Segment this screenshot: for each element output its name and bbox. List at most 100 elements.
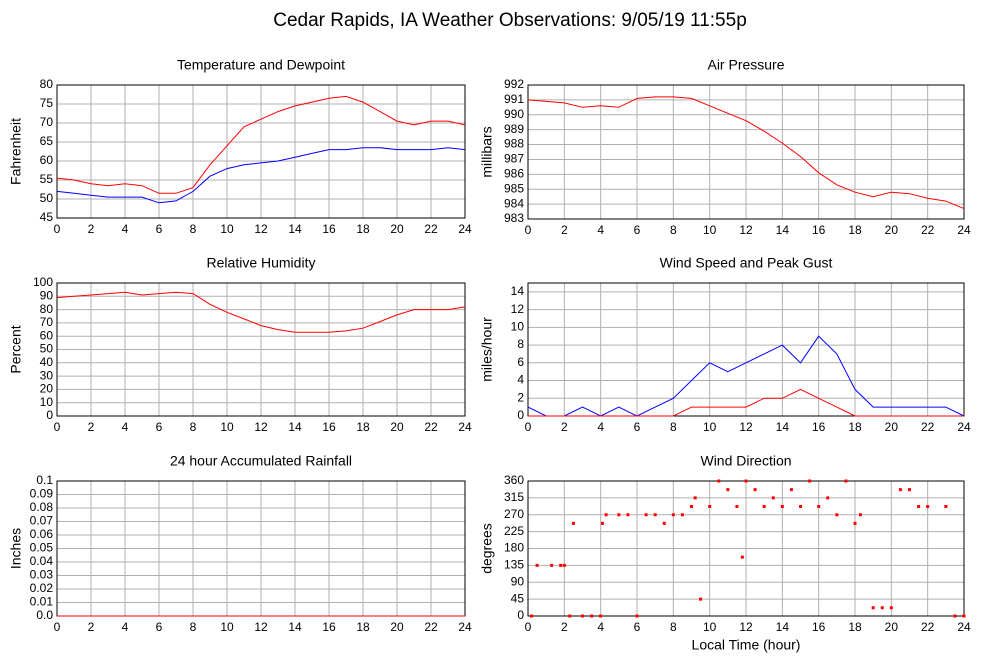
y-tick-label: 360 [504,473,524,487]
y-tick-label: 0.05 [30,541,54,555]
x-tick-label: 6 [156,620,163,634]
data-point [744,479,748,483]
x-tick-label: 16 [322,222,336,236]
x-tick-label: 12 [739,223,753,237]
y-tick-label: 0.02 [30,581,54,595]
x-tick-label: 16 [322,420,336,434]
x-tick-label: 0 [525,223,532,237]
x-tick-label: 2 [88,420,95,434]
x-tick-label: 8 [190,620,197,634]
y-tick-label: 987 [504,152,524,166]
data-point [953,614,957,618]
y-tick-label: 0.04 [30,554,54,568]
data-point [844,479,848,483]
x-tick-label: 14 [776,223,790,237]
data-point [817,505,821,508]
chart-title: 24 hour Accumulated Rainfall [170,453,352,469]
y-tick-label: 50 [40,342,54,356]
x-tick-label: 22 [424,620,438,634]
y-tick-label: 0.06 [30,527,54,541]
y-axis-label: millibars [479,126,495,177]
x-tick-label: 8 [670,223,677,237]
y-tick-label: 45 [511,591,525,605]
x-tick-label: 16 [812,620,826,634]
y-tick-label: 991 [504,92,524,106]
data-point [599,614,603,618]
plot-frame [56,84,466,219]
y-tick-label: 4 [517,373,524,387]
data-point [771,496,775,500]
x-tick-label: 0 [525,620,532,634]
y-tick-label: 90 [511,574,525,588]
y-tick-label: 0 [46,408,53,422]
x-tick-label: 6 [634,620,641,634]
x-tick-label: 12 [254,420,268,434]
x-tick-label: 16 [322,620,336,634]
data-point [898,488,902,492]
data-line [56,291,466,333]
data-point [835,513,839,517]
x-axis-label: Local Time (hour) [692,637,801,653]
y-tick-label: 984 [504,196,524,210]
data-point [590,614,594,618]
data-point [826,496,830,500]
y-axis-label: Inches [8,528,24,569]
y-tick-label: 65 [40,134,54,148]
x-tick-label: 20 [885,420,899,434]
x-tick-label: 8 [190,222,197,236]
y-tick-label: 315 [504,490,524,504]
data-point [944,505,948,508]
data-point [717,479,721,483]
x-tick-label: 18 [848,223,862,237]
data-point [908,488,911,492]
chart-title: Wind Direction [700,453,791,469]
y-tick-label: 0.07 [30,514,54,528]
x-tick-label: 24 [458,420,472,434]
y-tick-label: 40 [40,355,54,369]
y-tick-label: 14 [511,284,525,298]
x-tick-label: 6 [156,222,163,236]
y-tick-label: 80 [40,77,54,91]
data-point [871,606,875,610]
x-tick-label: 4 [122,620,129,634]
y-tick-label: 180 [504,541,524,555]
y-tick-label: 2 [517,390,524,404]
x-tick-label: 24 [458,620,472,634]
x-tick-label: 2 [561,223,568,237]
x-tick-label: 14 [288,222,302,236]
data-line [528,388,964,417]
x-tick-label: 2 [561,420,568,434]
data-point [789,488,793,492]
data-point [726,488,730,492]
data-point [626,513,630,517]
y-axis-label: degrees [479,523,495,574]
y-tick-label: 988 [504,137,524,151]
data-point [653,513,657,517]
page-title: Cedar Rapids, IA Weather Observations: 9… [273,10,747,31]
data-point [635,614,639,618]
y-tick-label: 8 [517,337,524,351]
plot-frame [56,282,466,417]
x-tick-label: 8 [190,420,197,434]
chart-panel: Wind Direction degrees Local Time (hour) 0 4… [479,453,971,653]
x-tick-label: 4 [597,620,604,634]
data-point [693,496,697,500]
y-axis-label: Fahrenheit [8,118,24,185]
y-tick-label: 0.08 [30,500,54,514]
x-tick-label: 2 [88,620,95,634]
x-tick-label: 10 [220,420,234,434]
data-point [550,563,554,567]
x-tick-label: 24 [458,222,472,236]
y-tick-label: 983 [504,211,524,225]
chart-title: Air Pressure [707,57,784,73]
data-point [889,606,893,610]
x-tick-label: 8 [670,420,677,434]
y-tick-label: 225 [504,524,524,538]
y-tick-label: 0 [517,608,524,622]
y-tick-label: 6 [517,355,524,369]
x-tick-label: 0 [54,420,61,434]
plot-frame [527,282,965,417]
x-tick-label: 20 [885,620,899,634]
data-line [56,147,466,204]
data-point [559,563,563,567]
